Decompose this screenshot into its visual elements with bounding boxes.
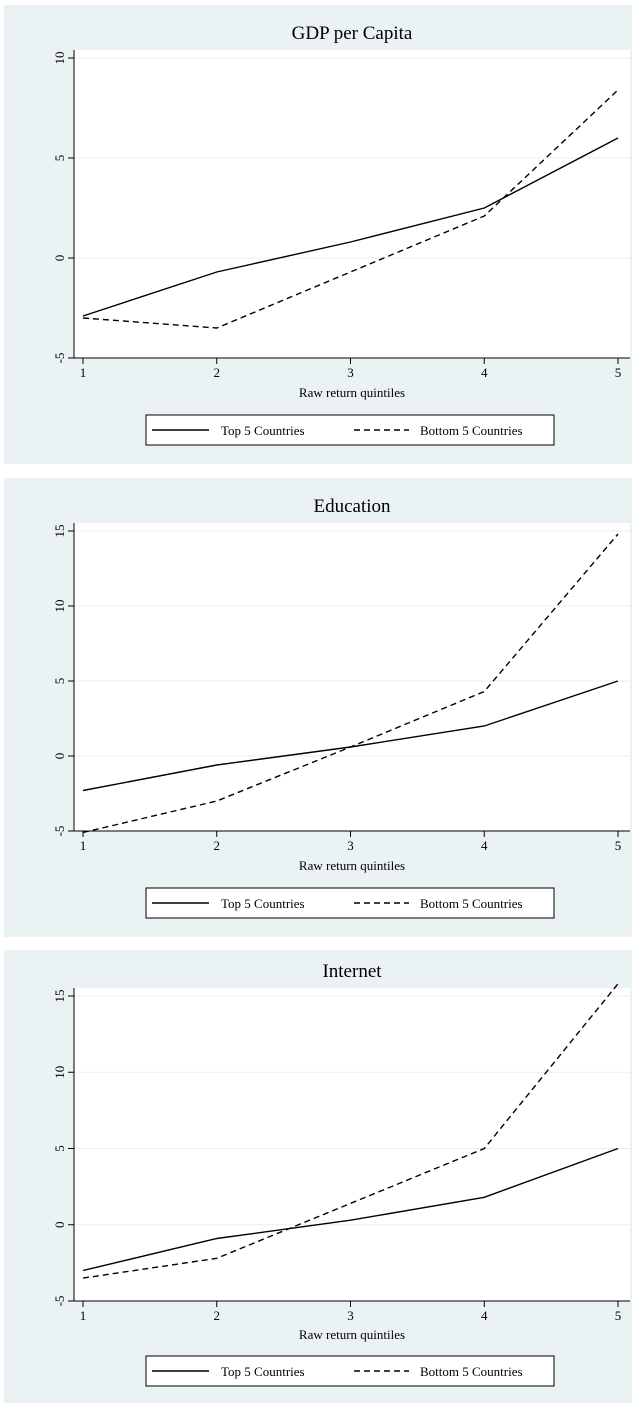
chart-panel-gdp-per-capita: GDP per Capita -5 0 5 10 1 2 3 4 5 Raw return quin…: [4, 5, 632, 464]
education-chart: Education -5 0 5 10 15 1 2 3 4 5 Raw return quintil…: [52, 496, 630, 919]
plot-area: [74, 523, 630, 831]
y-tick-label: 5: [52, 678, 67, 685]
x-tick-label: 2: [214, 838, 221, 853]
legend-box: [145, 1355, 555, 1387]
y-tick-label: 0: [52, 255, 67, 262]
y-tick-label: 10: [52, 600, 67, 613]
y-tick-label: 15: [52, 525, 67, 538]
gdp-per-capita-chart: GDP per Capita -5 0 5 10 1 2 3 4 5 Raw return quin…: [52, 23, 630, 446]
y-tick-label: -5: [52, 826, 67, 837]
x-tick-label: 3: [347, 365, 354, 380]
legend-label: Bottom 5 Countries: [420, 896, 523, 911]
series-line-top-5-countries: [82, 1147, 619, 1272]
x-axis-title: Raw return quintiles: [299, 1327, 405, 1342]
chart-title: GDP per Capita: [292, 23, 413, 44]
y-tick-label: -5: [52, 1296, 67, 1307]
x-tick-label: 3: [347, 1308, 354, 1323]
y-tick-label: 5: [52, 1145, 67, 1152]
x-tick-label: 4: [481, 838, 488, 853]
y-tick-label: 10: [52, 52, 67, 65]
x-tick-label: 5: [615, 1308, 622, 1323]
chart-panel-internet: Internet -5 0 5 10 15 1 2 3 4 5 Raw return quintile…: [4, 950, 632, 1403]
x-tick-label: 2: [214, 1308, 221, 1323]
legend-label: Top 5 Countries: [221, 1364, 305, 1379]
series-line-bottom-5-countries: [82, 89, 619, 329]
series-line-top-5-countries: [82, 137, 619, 317]
legend: Top 5 Countries Bottom 5 Countries: [145, 414, 555, 446]
y-tick-label: -5: [52, 353, 67, 364]
x-tick-label: 1: [80, 365, 87, 380]
y-tick-label: 0: [52, 1222, 67, 1229]
legend-label: Bottom 5 Countries: [420, 1364, 523, 1379]
x-tick-label: 3: [347, 838, 354, 853]
internet-chart: Internet -5 0 5 10 15 1 2 3 4 5 Raw return quintile…: [52, 961, 630, 1387]
chart-title: Internet: [322, 961, 382, 982]
legend-box: [145, 887, 555, 919]
legend-label: Bottom 5 Countries: [420, 423, 523, 438]
y-tick-label: 10: [52, 1066, 67, 1079]
legend: Top 5 Countries Bottom 5 Countries: [145, 887, 555, 919]
x-tick-label: 4: [481, 1308, 488, 1323]
chart-panel-education: Education -5 0 5 10 15 1 2 3 4 5 Raw return quintil…: [4, 478, 632, 937]
x-tick-label: 5: [615, 365, 622, 380]
x-axis-title: Raw return quintiles: [299, 385, 405, 400]
x-tick-label: 1: [80, 1308, 87, 1323]
y-tick-label: 0: [52, 753, 67, 760]
legend-box: [145, 414, 555, 446]
legend-label: Top 5 Countries: [221, 896, 305, 911]
chart-title: Education: [313, 496, 391, 517]
y-tick-label: 15: [52, 990, 67, 1003]
y-tick-label: 5: [52, 155, 67, 162]
x-axis-title: Raw return quintiles: [299, 858, 405, 873]
x-tick-label: 1: [80, 838, 87, 853]
legend-label: Top 5 Countries: [221, 423, 305, 438]
x-tick-label: 4: [481, 365, 488, 380]
plot-area: [74, 988, 630, 1301]
series-line-bottom-5-countries: [82, 533, 619, 834]
series-line-bottom-5-countries: [82, 983, 619, 1279]
plot-area: [74, 50, 630, 358]
x-tick-label: 5: [615, 838, 622, 853]
legend: Top 5 Countries Bottom 5 Countries: [145, 1355, 555, 1387]
x-tick-label: 2: [214, 365, 221, 380]
